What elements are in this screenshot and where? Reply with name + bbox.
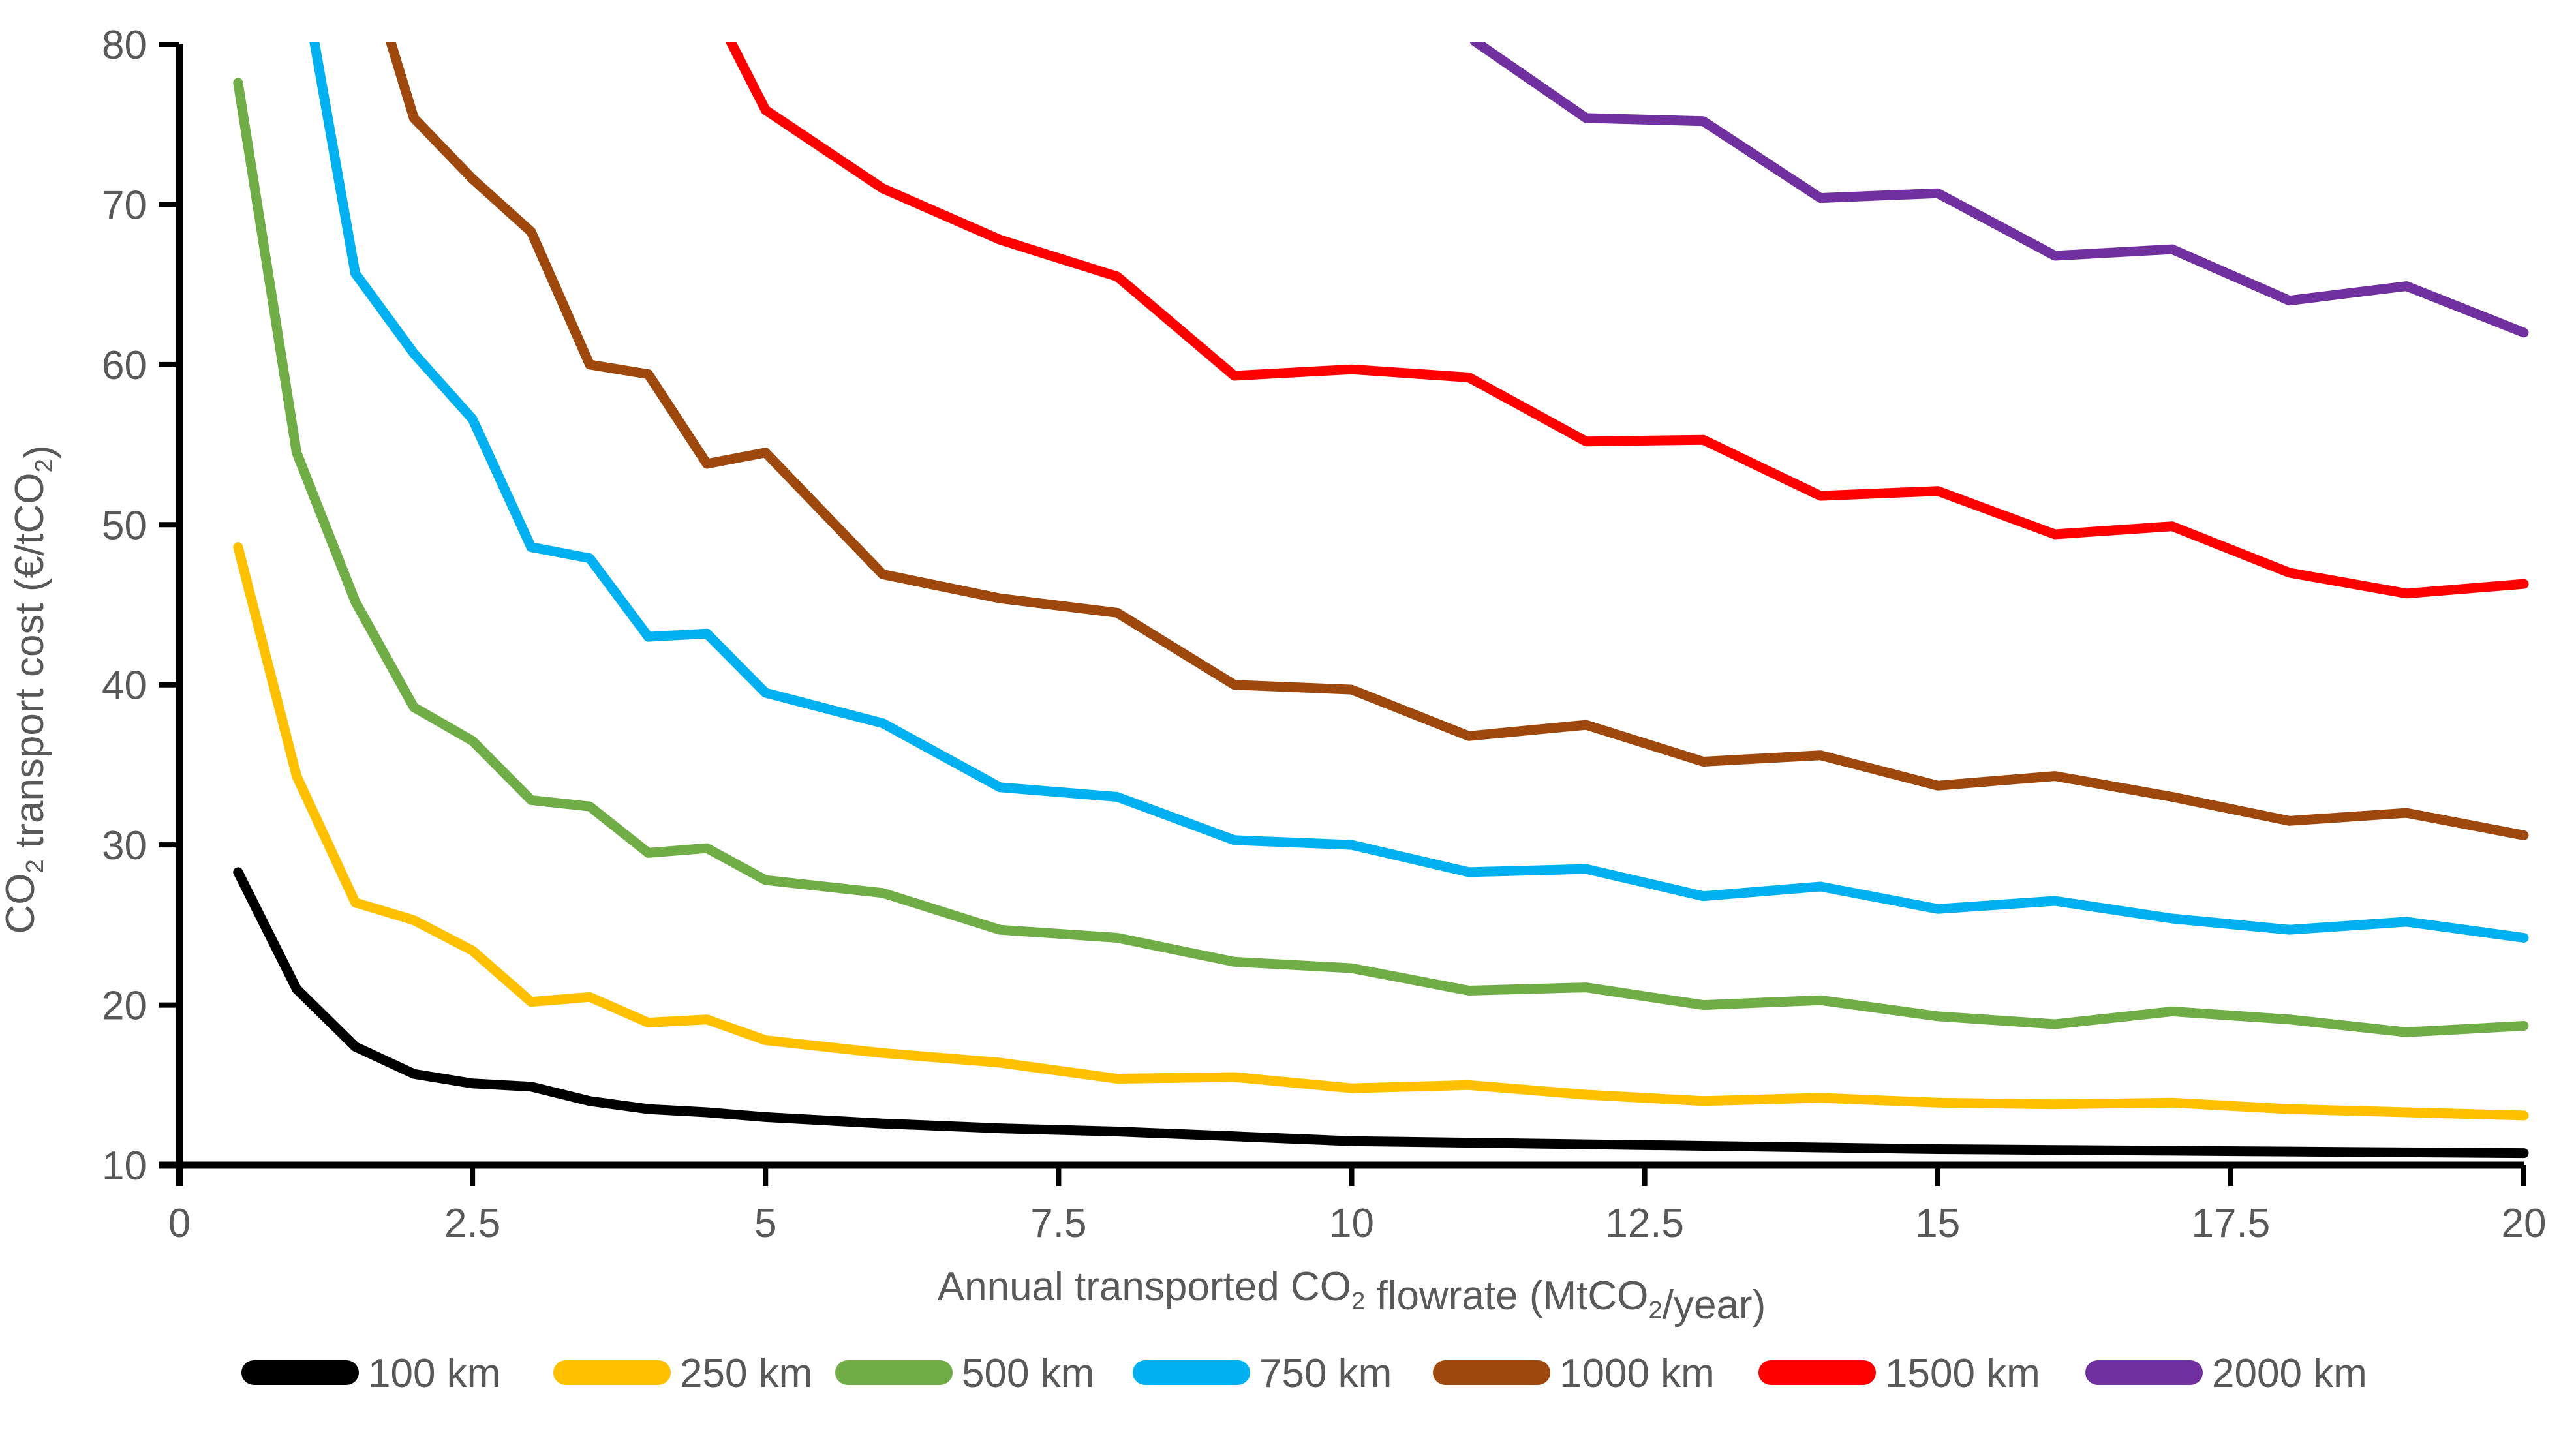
y-tick-label: 30: [102, 823, 147, 868]
series-line-2000-km: [1469, 42, 2529, 338]
y-tick-label: 60: [102, 343, 147, 388]
legend-swatch-1500-km: [1758, 1360, 1876, 1385]
legend-swatch-750-km: [1133, 1360, 1250, 1385]
y-axis-title: CO2 transport cost (€/tCO2): [0, 445, 61, 934]
y-tick-label: 80: [102, 23, 147, 68]
y-tick-label: 70: [102, 183, 147, 228]
legend-swatch-100-km: [241, 1360, 359, 1385]
legend-swatch-1000-km: [1433, 1360, 1550, 1385]
x-tick-label: 10: [1329, 1201, 1374, 1246]
legend-label-500-km: 500 km: [962, 1351, 1094, 1396]
legend-label-1500-km: 1500 km: [1885, 1351, 2040, 1396]
series-line-750-km: [309, 42, 2529, 943]
x-tick-label: 5: [754, 1201, 776, 1246]
y-tick-label: 40: [102, 663, 147, 708]
legend-label-750-km: 750 km: [1259, 1351, 1392, 1396]
legend-swatch-250-km: [553, 1360, 671, 1385]
series-line-500-km: [233, 78, 2529, 1037]
x-tick-label: 12.5: [1605, 1201, 1684, 1246]
series-line-1000-km: [386, 42, 2529, 840]
legend-label-2000-km: 2000 km: [2212, 1351, 2367, 1396]
x-axis-title: Annual transported CO2 flowrate (MtCO2/y…: [938, 1264, 1766, 1328]
legend-label-100-km: 100 km: [368, 1351, 500, 1396]
x-tick-label: 2.5: [444, 1201, 500, 1246]
y-tick-label: 10: [102, 1144, 147, 1189]
series-line-1500-km: [726, 42, 2529, 599]
series-line-250-km: [233, 542, 2529, 1121]
y-tick-label: 50: [102, 503, 147, 548]
x-tick-label: 15: [1915, 1201, 1960, 1246]
x-tick-label: 7.5: [1030, 1201, 1086, 1246]
x-tick-label: 0: [168, 1201, 191, 1246]
x-tick-label: 20: [2502, 1201, 2547, 1246]
legend-swatch-2000-km: [2085, 1360, 2203, 1385]
legend-swatch-500-km: [835, 1360, 953, 1385]
x-tick-label: 17.5: [2192, 1201, 2271, 1246]
legend-label-250-km: 250 km: [680, 1351, 812, 1396]
y-tick-label: 20: [102, 984, 147, 1029]
legend-label-1000-km: 1000 km: [1559, 1351, 1715, 1396]
series-line-100-km: [233, 867, 2529, 1159]
